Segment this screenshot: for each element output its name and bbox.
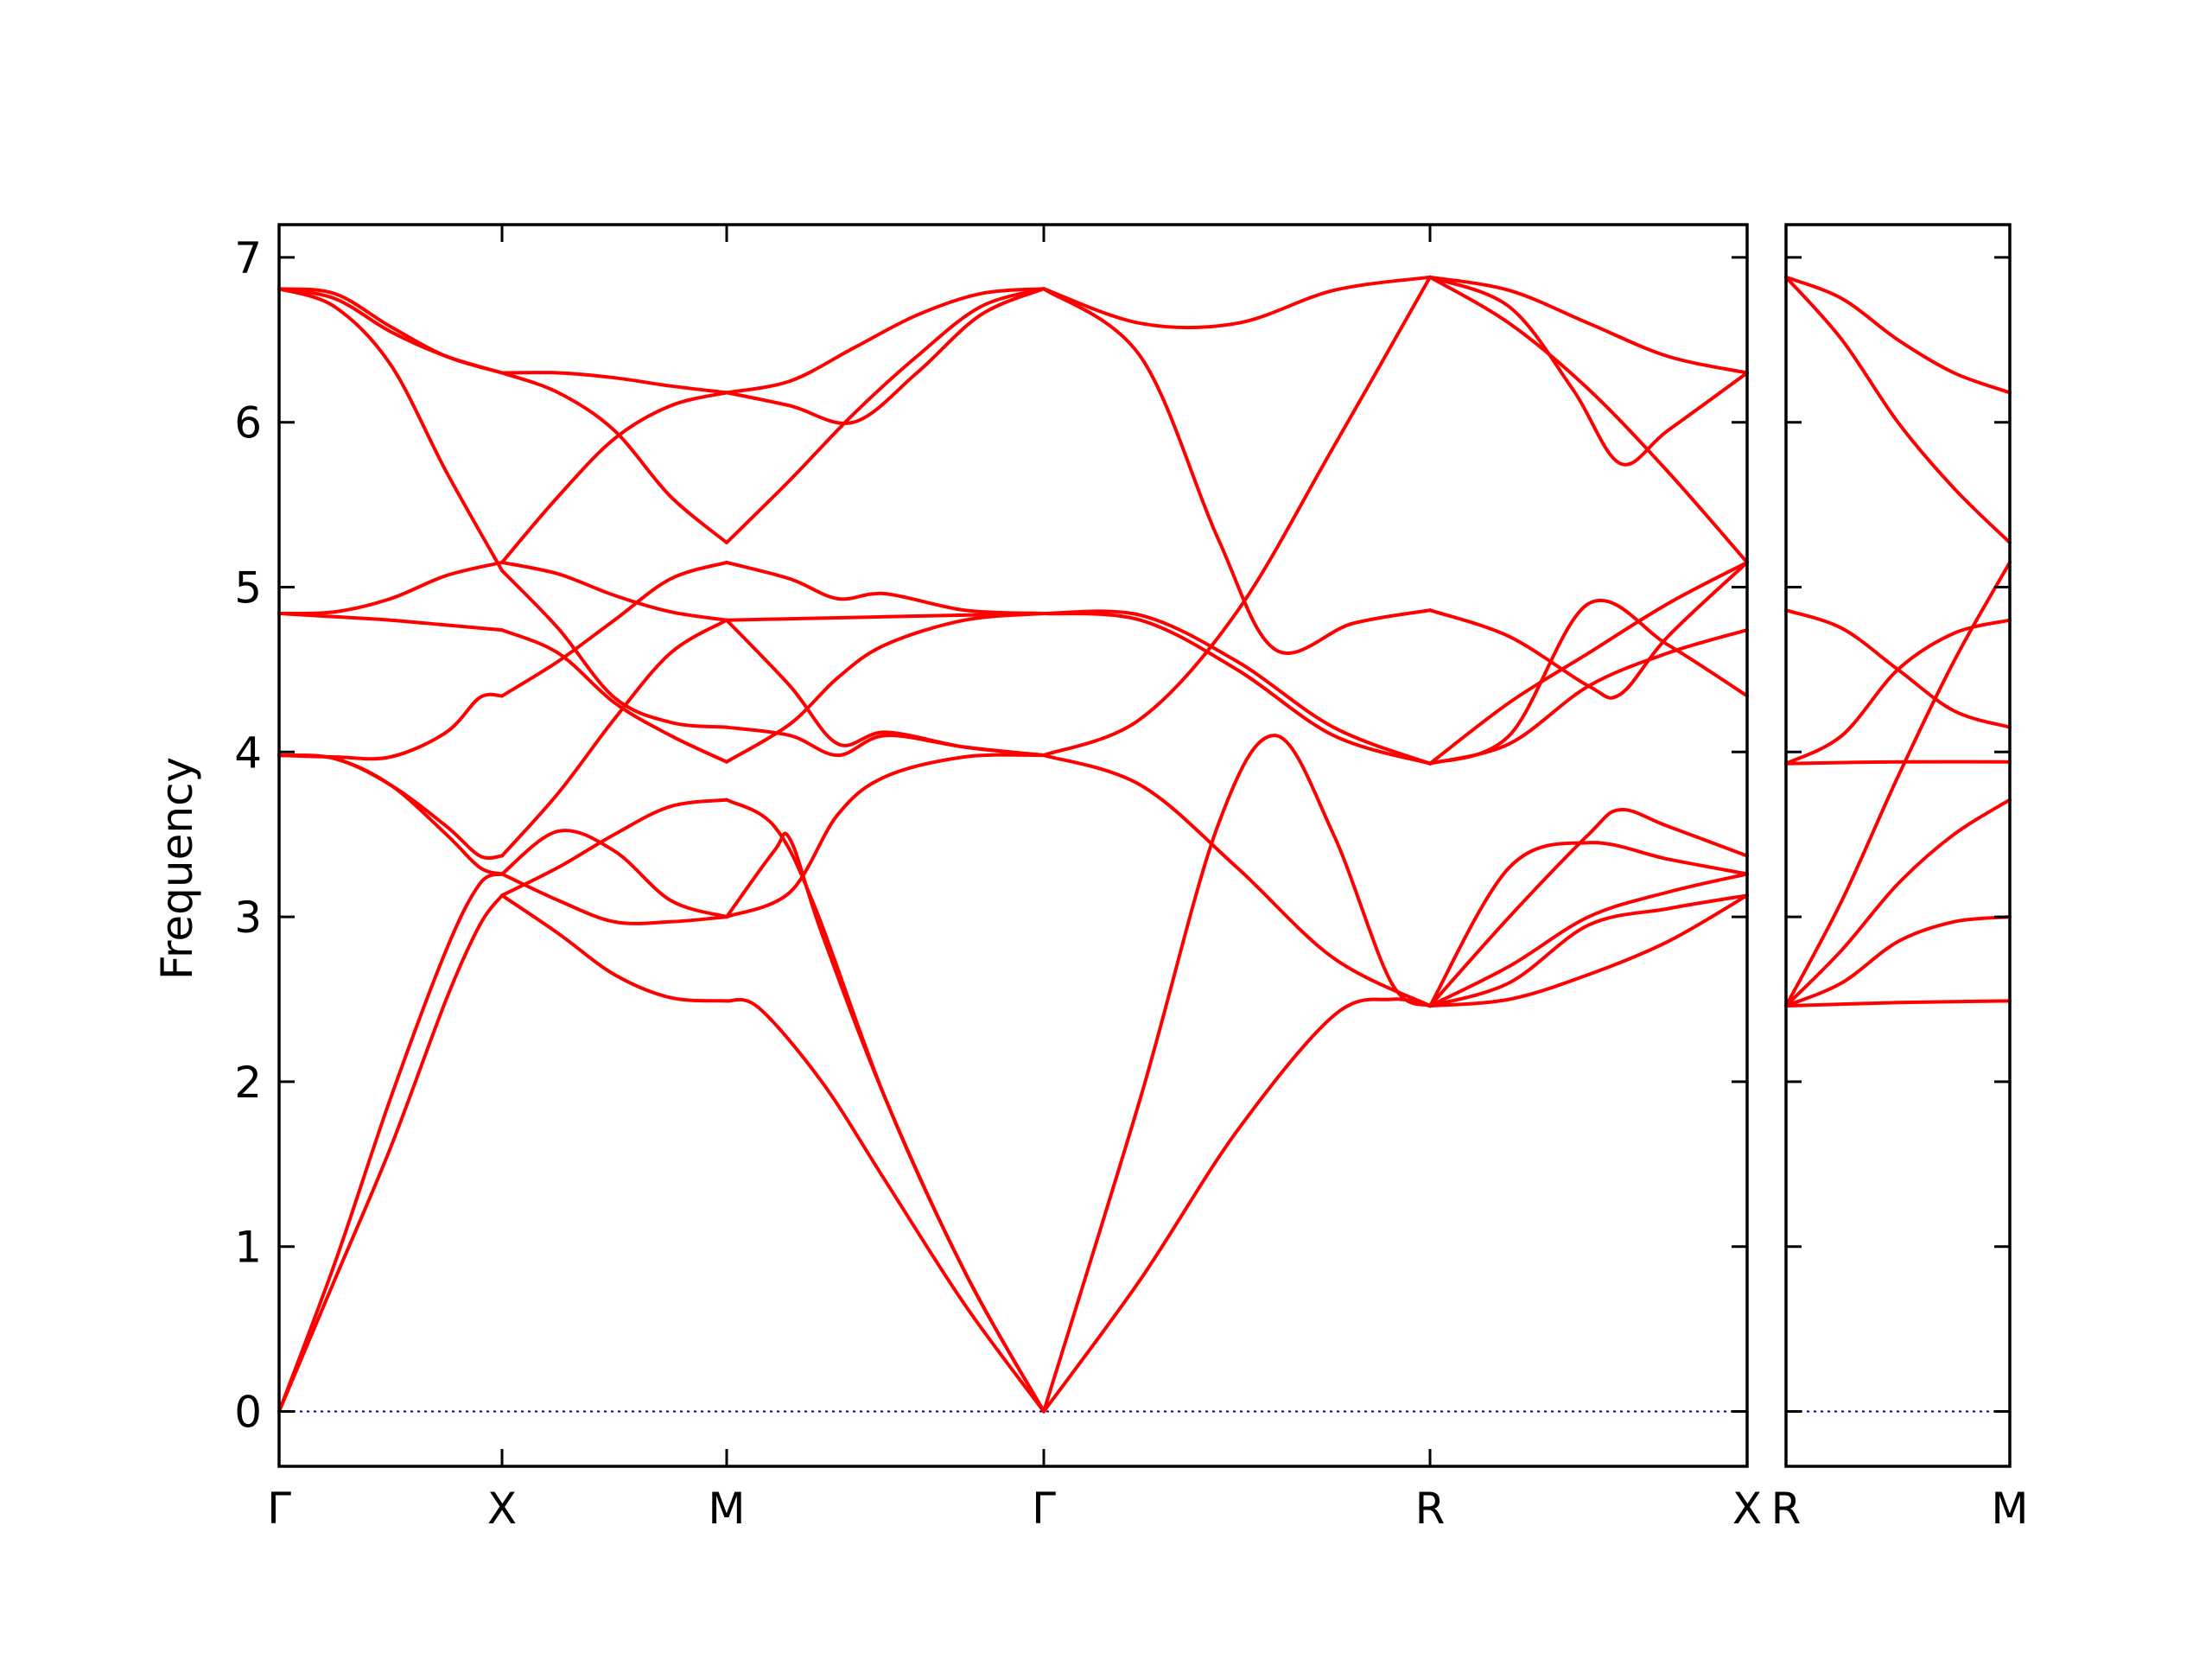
ytick-label-7: 7 bbox=[234, 233, 262, 283]
band-main-seg1-10 bbox=[500, 371, 728, 544]
band-main-seg1-6 bbox=[500, 628, 728, 764]
band-main-seg2-4 bbox=[725, 612, 1046, 764]
xtick-label-main-5: X bbox=[1732, 1484, 1762, 1534]
band-main-seg1-3 bbox=[500, 872, 728, 925]
band-main-seg3-3 bbox=[1042, 275, 1432, 758]
band-side-seg0-7 bbox=[1784, 275, 2012, 544]
band-main-seg0-6 bbox=[277, 560, 504, 616]
band-main-seg0-4 bbox=[277, 692, 504, 761]
band-main-seg3-7 bbox=[1042, 275, 1432, 330]
ytick-label-6: 6 bbox=[234, 398, 262, 448]
band-main-seg3-6 bbox=[1042, 287, 1432, 655]
band-main-seg0-5 bbox=[277, 612, 504, 632]
band-main-seg0-7 bbox=[277, 287, 504, 573]
band-main-seg4-2 bbox=[1428, 872, 1749, 1008]
band-panel-main: 0 1 2 3 4 5 6 7 Γ X M Γ R X bbox=[234, 223, 1762, 1534]
band-main-seg1-4 bbox=[500, 618, 728, 858]
band-main-seg1-0 bbox=[500, 893, 728, 1003]
band-side-seg0-6 bbox=[1784, 608, 2012, 729]
band-main-seg1-2 bbox=[500, 829, 728, 919]
band-side-seg0-4 bbox=[1784, 760, 2012, 766]
band-main-seg0-2 bbox=[277, 753, 504, 876]
band-main-seg2-3 bbox=[725, 753, 1046, 919]
band-main-seg3-1 bbox=[1042, 734, 1432, 1414]
ytick-label-3: 3 bbox=[234, 893, 262, 943]
band-main-seg2-0 bbox=[725, 997, 1046, 1414]
xtick-label-side-0: R bbox=[1771, 1484, 1802, 1534]
band-main-seg4-8 bbox=[1428, 560, 1749, 766]
plot-frame-main bbox=[277, 223, 1749, 1468]
band-main-seg0-9 bbox=[277, 287, 504, 375]
band-side-seg0-1 bbox=[1784, 915, 2012, 1008]
xtick-label-side-1: M bbox=[1991, 1484, 2028, 1534]
xtick-label-main-3: Γ bbox=[1032, 1484, 1056, 1534]
band-main-seg4-11 bbox=[1428, 275, 1749, 375]
band-main-seg1-11 bbox=[500, 371, 728, 395]
ytick-label-1: 1 bbox=[234, 1223, 262, 1273]
band-main-seg3-2 bbox=[1042, 753, 1432, 1008]
ytick-label-5: 5 bbox=[234, 563, 262, 613]
band-main-seg1-1 bbox=[500, 798, 728, 898]
xtick-label-main-0: Γ bbox=[267, 1484, 291, 1534]
band-main-seg4-9 bbox=[1428, 275, 1749, 467]
xtick-label-main-4: R bbox=[1415, 1484, 1446, 1534]
ytick-label-4: 4 bbox=[234, 728, 262, 778]
band-side-seg0-2 bbox=[1784, 798, 2012, 1008]
band-main-seg1-7 bbox=[500, 569, 728, 729]
band-main-seg2-11 bbox=[725, 287, 1046, 395]
band-main-seg2-7 bbox=[725, 612, 1046, 622]
band-side-seg0-5 bbox=[1784, 618, 2012, 766]
band-main-seg3-0 bbox=[1042, 997, 1432, 1414]
xtick-label-main-2: M bbox=[708, 1484, 745, 1534]
band-main-seg2-6 bbox=[725, 618, 1046, 758]
band-main-seg2-2 bbox=[725, 798, 1046, 1414]
band-main-seg4-7 bbox=[1428, 560, 1749, 700]
band-main-seg1-8 bbox=[500, 560, 728, 622]
band-main-seg1-9 bbox=[500, 391, 728, 564]
band-main-seg0-1 bbox=[277, 872, 504, 1414]
band-main-seg4-4 bbox=[1428, 808, 1749, 1008]
band-main-seg4-6 bbox=[1428, 628, 1749, 766]
band-main-seg0-3 bbox=[277, 753, 504, 861]
band-side-seg0-8 bbox=[1784, 275, 2012, 395]
band-main-seg1-5 bbox=[500, 560, 728, 698]
band-side-seg0-3 bbox=[1784, 560, 2012, 1008]
band-main-seg4-10 bbox=[1428, 275, 1749, 564]
band-main-seg0-0 bbox=[277, 893, 504, 1414]
xtick-label-main-1: X bbox=[487, 1484, 517, 1534]
band-main-seg0-8 bbox=[277, 287, 504, 375]
ytick-label-2: 2 bbox=[234, 1058, 262, 1108]
ytick-label-0: 0 bbox=[234, 1388, 262, 1438]
y-axis-label: Frequency bbox=[152, 757, 202, 980]
band-side-seg0-0 bbox=[1784, 999, 2012, 1008]
plot-frame-side bbox=[1784, 223, 2012, 1468]
band-main-seg2-10 bbox=[725, 287, 1046, 425]
band-main-seg2-9 bbox=[725, 287, 1046, 544]
band-main-seg2-1 bbox=[725, 831, 1046, 1414]
band-main-seg3-5 bbox=[1042, 612, 1432, 766]
band-main-seg4-1 bbox=[1428, 893, 1749, 1008]
band-main-seg3-4 bbox=[1042, 609, 1432, 766]
band-main-seg2-8 bbox=[725, 560, 1046, 615]
band-main-seg4-0 bbox=[1428, 893, 1749, 1008]
